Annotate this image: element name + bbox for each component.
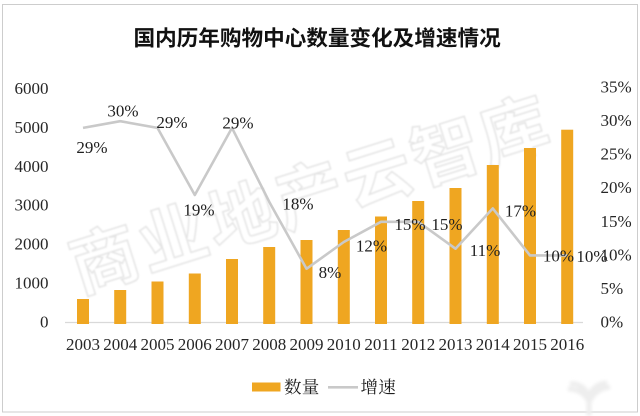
svg-text:20%: 20% bbox=[601, 178, 632, 197]
svg-text:15%: 15% bbox=[431, 215, 462, 234]
svg-text:4000: 4000 bbox=[15, 157, 49, 176]
svg-text:2005: 2005 bbox=[141, 335, 175, 354]
svg-text:30%: 30% bbox=[107, 102, 138, 121]
svg-text:29%: 29% bbox=[222, 114, 253, 133]
svg-text:5000: 5000 bbox=[15, 118, 49, 137]
svg-text:29%: 29% bbox=[156, 113, 187, 132]
svg-text:5%: 5% bbox=[601, 279, 624, 298]
svg-text:2011: 2011 bbox=[364, 335, 397, 354]
svg-text:25%: 25% bbox=[601, 145, 632, 164]
svg-text:2016: 2016 bbox=[550, 335, 584, 354]
svg-text:2009: 2009 bbox=[290, 335, 324, 354]
svg-text:8%: 8% bbox=[319, 263, 342, 282]
svg-text:2012: 2012 bbox=[401, 335, 435, 354]
svg-text:17%: 17% bbox=[505, 202, 536, 221]
svg-text:11%: 11% bbox=[470, 241, 501, 260]
svg-text:10%: 10% bbox=[576, 247, 607, 266]
svg-text:12%: 12% bbox=[356, 237, 387, 256]
svg-text:2013: 2013 bbox=[439, 335, 473, 354]
svg-text:35%: 35% bbox=[601, 78, 632, 97]
svg-text:15%: 15% bbox=[394, 215, 425, 234]
svg-text:0: 0 bbox=[40, 313, 49, 332]
svg-text:19%: 19% bbox=[183, 201, 214, 220]
svg-text:1000: 1000 bbox=[15, 274, 49, 293]
svg-text:0%: 0% bbox=[601, 313, 624, 332]
svg-text:2015: 2015 bbox=[513, 335, 547, 354]
svg-text:29%: 29% bbox=[76, 138, 107, 157]
svg-text:2007: 2007 bbox=[215, 335, 250, 354]
svg-text:2000: 2000 bbox=[15, 235, 49, 254]
svg-text:2004: 2004 bbox=[103, 335, 138, 354]
svg-text:2008: 2008 bbox=[252, 335, 286, 354]
svg-text:10%: 10% bbox=[543, 247, 574, 266]
svg-text:18%: 18% bbox=[282, 195, 313, 214]
svg-text:3000: 3000 bbox=[15, 196, 49, 215]
svg-text:15%: 15% bbox=[601, 212, 632, 231]
svg-text:2006: 2006 bbox=[178, 335, 212, 354]
svg-text:10%: 10% bbox=[601, 245, 632, 264]
svg-text:6000: 6000 bbox=[15, 79, 49, 98]
svg-text:2010: 2010 bbox=[327, 335, 361, 354]
svg-text:30%: 30% bbox=[601, 111, 632, 130]
svg-text:2014: 2014 bbox=[476, 335, 511, 354]
svg-text:2003: 2003 bbox=[66, 335, 100, 354]
